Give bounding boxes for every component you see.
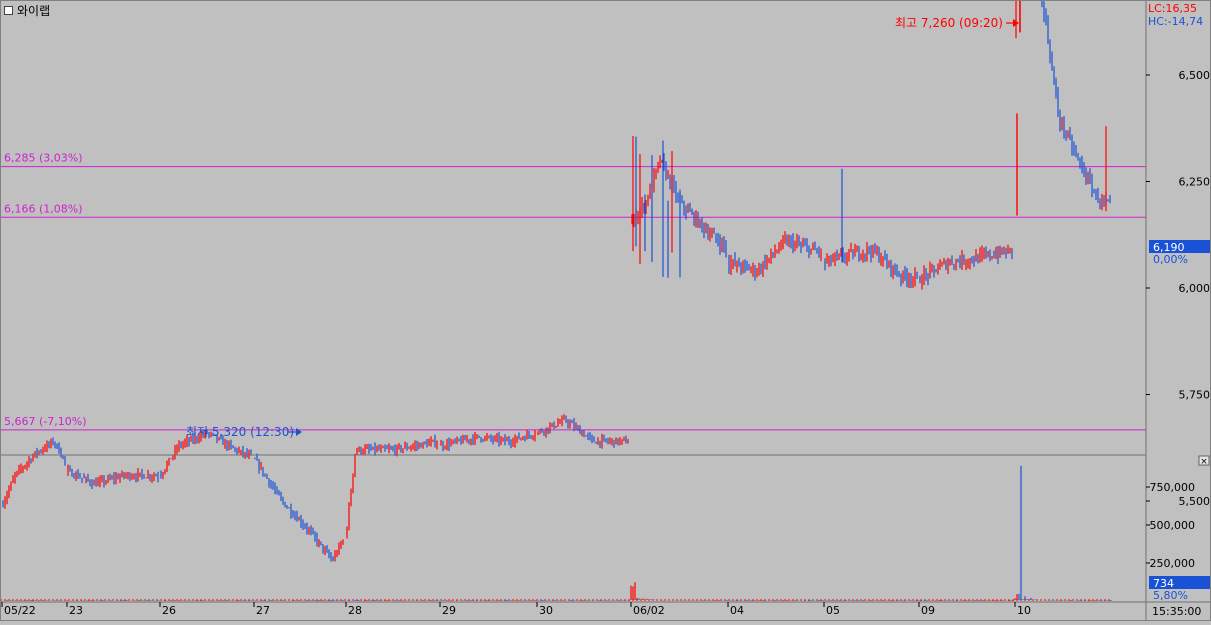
checkbox-icon[interactable] (4, 6, 13, 15)
x-tick-label: 05/22 (4, 604, 36, 617)
x-axis: 05/22 23 26 27 28 29 30 06/02 04 05 09 10 (1, 602, 1031, 617)
stock-name: 와이랩 (17, 4, 51, 18)
current-pct-label: 0,00% (1153, 253, 1188, 266)
lc-label: LC:16,35 (1148, 2, 1197, 15)
x-tick-label: 04 (730, 604, 744, 617)
price-tick-label: 6,500 (1179, 69, 1211, 82)
low-arrow-head-icon (296, 428, 302, 436)
reference-line-label: 5,667 (-7,10%) (4, 415, 86, 428)
reference-line-label: 6,285 (3,03%) (4, 152, 83, 165)
stock-title[interactable]: 와이랩 (4, 2, 50, 19)
current-price-value: 6,190 (1153, 241, 1185, 254)
x-tick-label: 10 (1017, 604, 1031, 617)
low-annotation: 최저 5,320 (12:30) (186, 425, 294, 439)
price-tick-label: 6,250 (1179, 176, 1211, 189)
volume-panel (0, 465, 1112, 601)
price-tick-label: 5,750 (1179, 389, 1211, 402)
volume-badge-value: 734 (1153, 577, 1174, 590)
x-tick-label: 23 (69, 604, 83, 617)
hc-label: HC:-14,74 (1148, 15, 1203, 28)
x-tick-label: 09 (921, 604, 935, 617)
x-tick-label: 29 (442, 604, 456, 617)
x-tick-label: 05 (826, 604, 840, 617)
price-tick-label: 5,500 (1179, 495, 1211, 508)
price-tick-label: 6,000 (1179, 282, 1211, 295)
x-tick-label: 30 (539, 604, 553, 617)
high-annotation: 최고 7,260 (09:20) (895, 16, 1003, 30)
reference-line-label: 6,166 (1,08%) (4, 202, 83, 215)
current-price-badge (1149, 240, 1210, 253)
close-icon: × (1200, 457, 1208, 467)
volume-pct-label: 5,80% (1153, 589, 1188, 602)
volume-panel-close-button[interactable] (1198, 455, 1210, 466)
volume-tick-label: 750,000 (1150, 481, 1196, 494)
x-tick-label: 27 (256, 604, 270, 617)
x-tick-label: 06/02 (633, 604, 665, 617)
volume-y-axis: 750,000 500,000 250,000 (1146, 481, 1195, 570)
x-tick-label: 26 (162, 604, 176, 617)
high-arrow-head-icon (1013, 19, 1019, 27)
x-tick-label: 28 (348, 604, 362, 617)
time-label: 15:35:00 (1152, 605, 1201, 618)
price-panel: 6,285 (3,03%) 6,166 (1,08%) 5,667 (-7,10%)… (0, 0, 1146, 562)
volume-tick-label: 500,000 (1150, 519, 1196, 532)
volume-tick-label: 250,000 (1150, 557, 1196, 570)
volume-badge (1149, 576, 1210, 589)
